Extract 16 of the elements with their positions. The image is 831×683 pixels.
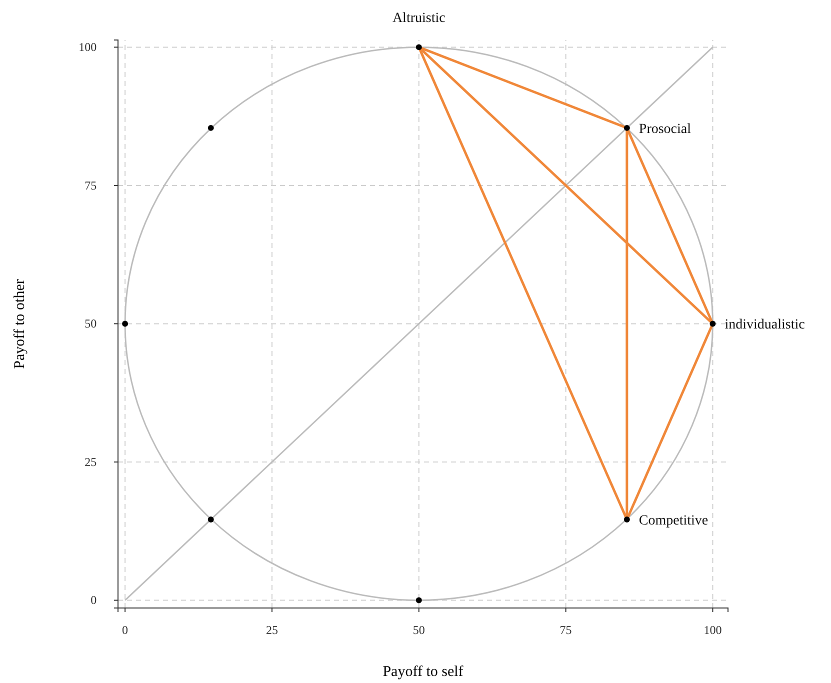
y-tick-label: 0 (90, 593, 97, 608)
y-axis-title: Payoff to other (12, 279, 28, 369)
y-tick-label: 75 (84, 178, 97, 192)
y-tick-label: 100 (78, 40, 97, 54)
x-tick-label: 75 (560, 623, 572, 638)
x-tick-label: 100 (704, 623, 722, 638)
x-tick-label: 25 (266, 623, 278, 638)
x-axis-title: Payoff to self (382, 664, 464, 680)
x-tick-label: 50 (412, 623, 425, 638)
y-tick-label: 25 (84, 454, 97, 469)
x-tick-label: 0 (122, 623, 128, 638)
annotation: Competitive (638, 514, 708, 529)
annotation: Altruistic (392, 11, 446, 26)
annotation: individualistic (724, 318, 805, 333)
y-tick-label: 50 (84, 316, 97, 331)
annotation: Prosocial (638, 122, 692, 137)
